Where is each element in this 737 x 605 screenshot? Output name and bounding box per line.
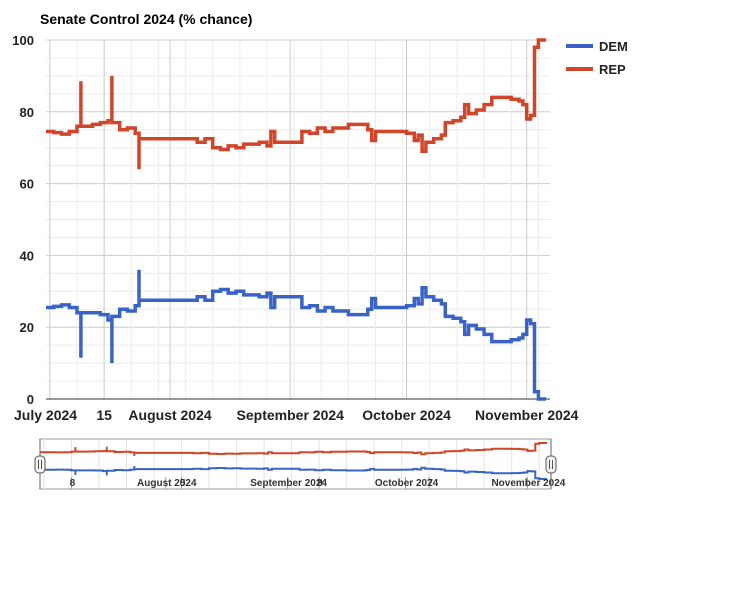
navigator-tick-label: 7 <box>427 478 433 489</box>
navigator-tick-label: 5 <box>180 478 186 489</box>
navigator-left-handle[interactable] <box>34 439 46 489</box>
legend-label-dem: DEM <box>599 39 628 54</box>
main-grid <box>46 39 550 400</box>
y-tick-label: 20 <box>20 320 34 335</box>
navigator-tick-label: October 2024 <box>375 478 439 489</box>
legend: DEM REP <box>566 39 628 77</box>
y-tick-label: 40 <box>20 248 34 263</box>
series-line-dem <box>46 269 547 401</box>
x-tick-label: October 2024 <box>362 407 451 423</box>
navigator-series-dem <box>40 466 548 480</box>
navigator-tick-label: August 2024 <box>137 478 197 489</box>
navigator-frame <box>39 438 552 490</box>
y-tick-label: 0 <box>27 392 34 407</box>
x-tick-label: July 2024 <box>14 407 77 423</box>
x-tick-label: November 2024 <box>475 407 579 423</box>
y-axis: 0 20 40 60 80 100 <box>12 33 34 407</box>
navigator-right-handle[interactable] <box>545 439 557 489</box>
x-tick-label: 15 <box>96 407 112 423</box>
y-tick-label: 100 <box>12 33 34 48</box>
navigator-tick-label: 9 <box>317 478 323 489</box>
x-tick-label: September 2024 <box>237 407 345 423</box>
x-axis: July 2024 15 August 2024 September 2024 Octo… <box>14 407 579 423</box>
series-line-rep <box>46 38 547 170</box>
y-tick-label: 80 <box>20 105 34 120</box>
navigator-tick-label: November 2024 <box>491 478 565 489</box>
chart-title: Senate Control 2024 (% chance) <box>40 11 252 27</box>
grip-icon[interactable] <box>34 455 46 474</box>
navigator-tick-label: 8 <box>70 478 76 489</box>
x-tick-label: August 2024 <box>128 407 211 423</box>
legend-label-rep: REP <box>599 62 626 77</box>
y-tick-label: 60 <box>20 177 34 192</box>
main-plot <box>46 38 547 401</box>
navigator-tick-label: September 2024 <box>250 478 327 489</box>
grip-icon[interactable] <box>545 455 557 474</box>
navigator-series-rep <box>40 442 548 456</box>
